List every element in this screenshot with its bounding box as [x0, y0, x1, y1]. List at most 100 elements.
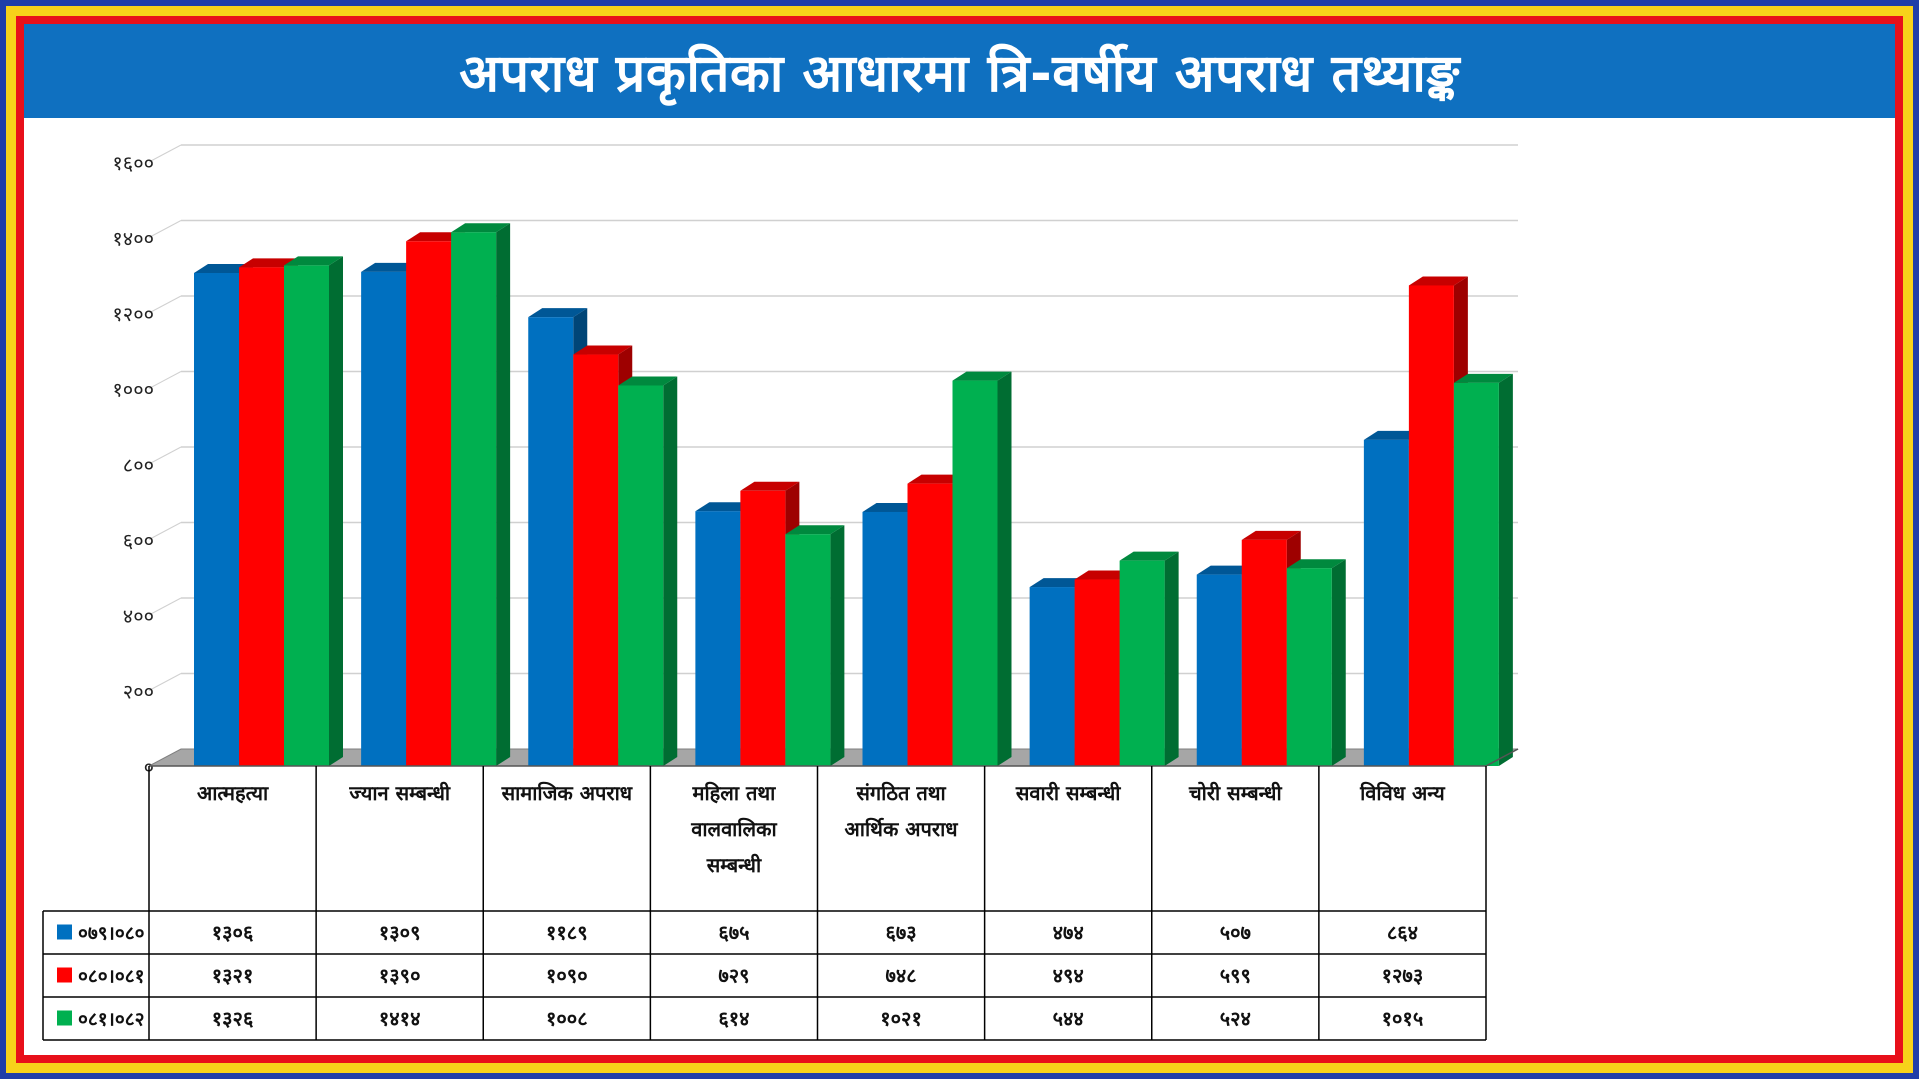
- bar-top: [573, 345, 633, 355]
- table-value: १३२६: [212, 1007, 254, 1031]
- bar-side: [1498, 373, 1513, 766]
- category-label: वालवालिका: [690, 817, 777, 841]
- bar-side: [496, 223, 511, 767]
- bar: [695, 511, 741, 766]
- legend-label: ०७९।०८०: [78, 923, 145, 945]
- floor-edge: [1485, 748, 1519, 767]
- category-label: विविध अन्य: [1359, 781, 1446, 805]
- table-value: ७४८: [885, 964, 916, 988]
- category-label: आत्महत्या: [197, 781, 269, 805]
- bar-top: [528, 308, 588, 318]
- bar-side: [997, 371, 1012, 766]
- bar: [907, 483, 953, 766]
- table-value: ५०७: [1220, 921, 1251, 945]
- table-value: १३०६: [212, 921, 254, 945]
- table-value: १३२१: [212, 964, 254, 988]
- table-value: ७२९: [718, 964, 749, 988]
- table-value: १०२१: [880, 1007, 922, 1031]
- y-tick-label: ८००: [123, 453, 154, 477]
- bar: [862, 511, 908, 766]
- y-tick-label: १६००: [112, 151, 154, 175]
- legend-swatch: [57, 924, 72, 940]
- bar-top: [1029, 578, 1089, 588]
- chart-title: अपराध प्रकृतिका आधारमा त्रि-वर्षीय अपराध…: [459, 43, 1460, 104]
- bar-top: [1453, 373, 1513, 383]
- bar-top: [1408, 276, 1468, 286]
- table-value: ६७५: [718, 921, 749, 945]
- y-tick-label: ४००: [123, 604, 154, 628]
- bar-top: [1074, 570, 1134, 580]
- table-value: ६७३: [885, 921, 916, 945]
- bar-top: [618, 376, 678, 386]
- chart-panel: अपराध प्रकृतिका आधारमा त्रि-वर्षीय अपराध…: [24, 24, 1895, 1055]
- legend-label: ०८१।०८२: [78, 1009, 144, 1031]
- bar-side: [663, 376, 678, 766]
- bar-top: [239, 258, 298, 268]
- bar: [740, 490, 786, 766]
- chart-area: ०२००४००६००८००१०००१२००१४००१६००आत्महत्याज्…: [42, 144, 1519, 1041]
- bar-top: [907, 474, 967, 484]
- bar: [618, 385, 664, 766]
- bar: [284, 265, 329, 766]
- bar: [451, 232, 497, 767]
- bar: [1029, 587, 1075, 766]
- bar: [1119, 560, 1165, 766]
- bar-side: [830, 525, 845, 766]
- table-value: १४१४: [379, 1007, 421, 1031]
- category-label: सम्बन्धी: [706, 853, 762, 877]
- y-tick-label: १०००: [112, 378, 154, 402]
- category-label: चोरी सम्बन्धी: [1188, 781, 1282, 805]
- gridline-diag: [148, 446, 182, 465]
- bar: [406, 241, 452, 766]
- bar-top: [1196, 565, 1256, 575]
- category-label: ज्यान सम्बन्धी: [348, 781, 451, 805]
- bar: [1241, 539, 1287, 766]
- category-label: सवारी सम्बन्धी: [1015, 781, 1121, 805]
- gridline-diag: [148, 673, 182, 691]
- category-label: महिला तथा: [692, 781, 777, 805]
- table-value: ११८९: [546, 921, 588, 945]
- bar-top: [361, 262, 421, 272]
- bar-top: [451, 223, 511, 233]
- bar: [785, 534, 831, 766]
- y-tick-label: २००: [123, 680, 154, 704]
- gridline-diag: [148, 295, 182, 314]
- bar: [1408, 285, 1454, 766]
- table-value: ५९९: [1220, 964, 1251, 988]
- bar: [573, 354, 619, 766]
- category-label: संगठित तथा: [855, 781, 946, 805]
- bar-side: [1331, 559, 1346, 766]
- table-value: १००८: [546, 1007, 588, 1031]
- bar: [1286, 568, 1332, 766]
- legend-label: ०८०।०८१: [78, 966, 144, 988]
- y-tick-label: १४००: [112, 227, 154, 251]
- bar: [1363, 439, 1409, 766]
- bar-top: [1363, 430, 1423, 440]
- table-value: १०१५: [1382, 1007, 1424, 1031]
- bar-top: [1119, 551, 1179, 561]
- gridline-diag: [148, 371, 182, 389]
- table-value: १३०९: [379, 921, 421, 945]
- bar-top: [194, 263, 253, 273]
- gridline-diag: [148, 597, 182, 616]
- bar-top: [785, 525, 845, 535]
- legend-swatch: [57, 967, 72, 983]
- bar-top: [740, 481, 800, 491]
- bar-side: [1164, 551, 1179, 766]
- table-value: ६१४: [718, 1007, 749, 1031]
- table-value: ४९४: [1053, 964, 1084, 988]
- gridline-diag: [148, 220, 182, 238]
- bar-top: [284, 256, 343, 266]
- bar: [1453, 382, 1499, 766]
- table-value: १२७३: [1382, 964, 1424, 988]
- table-value: ५२४: [1220, 1007, 1251, 1031]
- table-value: १३९०: [379, 964, 421, 988]
- category-label: सामाजिक अपराध: [501, 781, 633, 805]
- bar-side: [329, 256, 343, 766]
- bar: [194, 272, 239, 766]
- table-value: ४७४: [1053, 921, 1084, 945]
- bar-top: [1241, 530, 1301, 540]
- bar: [1196, 574, 1242, 766]
- category-label: आर्थिक अपराध: [845, 817, 959, 841]
- gridline-diag: [148, 522, 182, 540]
